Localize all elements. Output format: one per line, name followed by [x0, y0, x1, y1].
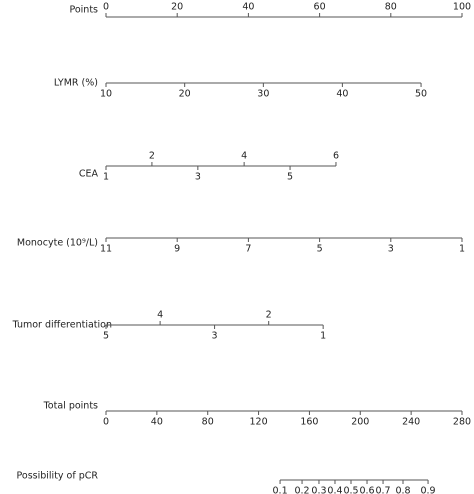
tick-label: 1 [320, 331, 326, 342]
tick-label: 2 [149, 151, 155, 162]
row-label: Points [69, 5, 98, 16]
row-label: LYMR (%) [54, 78, 98, 89]
tick-label: 80 [385, 2, 397, 13]
tick-label: 200 [351, 417, 369, 428]
tick-label: 30 [257, 89, 269, 100]
tick-label: 0.6 [359, 486, 374, 494]
tick-label: 5 [103, 331, 109, 342]
tick-label: 280 [453, 417, 471, 428]
tick-label: 60 [314, 2, 326, 13]
tick-label: 3 [195, 172, 201, 183]
tick-label: 4 [157, 310, 163, 321]
tick-label: 0 [103, 2, 109, 13]
tick-label: 100 [453, 2, 471, 13]
tick-label: 6 [333, 151, 339, 162]
row-label: Monocyte (10⁹/L) [17, 238, 98, 249]
tick-label: 120 [250, 417, 268, 428]
tick-label: 0.7 [375, 486, 390, 494]
tick-label: 20 [179, 89, 191, 100]
row-label: CEA [79, 169, 99, 180]
tick-label: 240 [402, 417, 420, 428]
row-label: Possibility of pCR [17, 471, 99, 482]
tick-label: 0.3 [311, 486, 326, 494]
tick-label: 20 [171, 2, 183, 13]
row-label: Tumor differentiation [12, 320, 112, 331]
tick-label: 80 [202, 417, 214, 428]
tick-label: 40 [242, 2, 254, 13]
tick-label: 0 [103, 417, 109, 428]
tick-label: 0.5 [343, 486, 358, 494]
tick-label: 3 [388, 244, 394, 255]
tick-label: 40 [151, 417, 163, 428]
tick-label: 50 [415, 89, 427, 100]
tick-label: 2 [266, 310, 272, 321]
tick-label: 0.8 [395, 486, 410, 494]
tick-label: 0.9 [420, 486, 435, 494]
tick-label: 5 [287, 172, 293, 183]
tick-label: 0.1 [273, 486, 288, 494]
tick-label: 3 [212, 331, 218, 342]
tick-label: 40 [336, 89, 348, 100]
tick-label: 0.2 [294, 486, 309, 494]
tick-label: 0.4 [327, 486, 342, 494]
tick-label: 4 [241, 151, 247, 162]
tick-label: 10 [100, 89, 112, 100]
tick-label: 5 [317, 244, 323, 255]
tick-label: 11 [100, 244, 112, 255]
tick-label: 1 [459, 244, 465, 255]
row-label: Total points [43, 401, 98, 412]
tick-label: 160 [300, 417, 318, 428]
tick-label: 9 [174, 244, 180, 255]
tick-label: 7 [245, 244, 251, 255]
tick-label: 1 [103, 172, 109, 183]
